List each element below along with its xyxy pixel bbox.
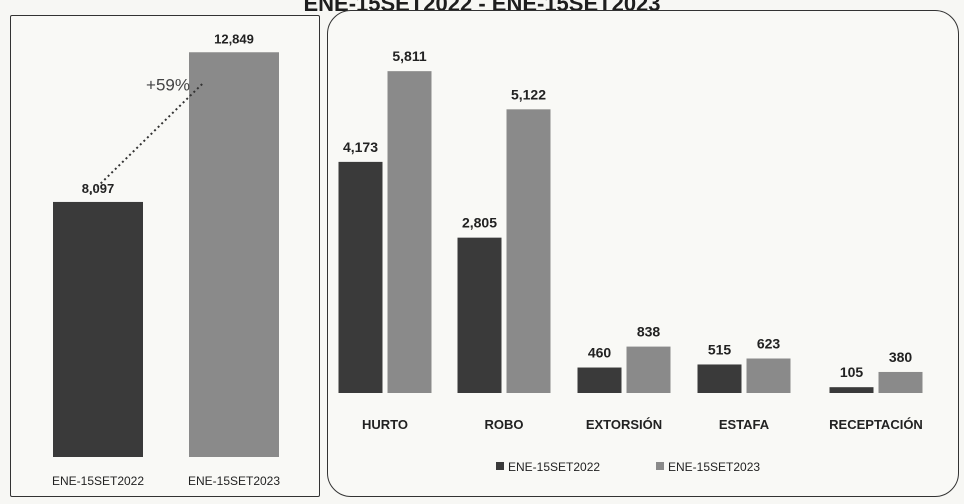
- crime-type-chart: 4,173 2,805 460 515 105 5,811 5,122 838 623 380 HU…: [338, 48, 923, 474]
- crime-value-label: 5,811: [392, 48, 426, 64]
- crime-value-label: 380: [889, 349, 913, 365]
- crime-bar: [577, 367, 622, 393]
- crime-value-label: 105: [840, 364, 864, 380]
- category-label: ESTAFA: [719, 417, 770, 432]
- growth-annotation: +59%: [146, 75, 190, 94]
- legend-label: ENE-15SET2023: [668, 460, 760, 474]
- category-label: ENE-15SET2022: [52, 474, 144, 488]
- category-label: EXTORSIÓN: [586, 417, 662, 432]
- crime-bar: [829, 387, 874, 393]
- crime-type-panel: 4,173 2,805 460 515 105 5,811 5,122 838 623 380 HU…: [327, 10, 959, 497]
- crime-value-label: 2,805: [462, 215, 497, 231]
- crime-bar: [506, 109, 551, 393]
- crime-bar: [457, 237, 502, 393]
- category-label: ROBO: [485, 417, 524, 432]
- legend-label: ENE-15SET2022: [508, 460, 600, 474]
- total-comparison-chart: 8,097 ENE-15SET2022 12,849 ENE-15SET2023 +59…: [52, 31, 280, 488]
- crime-value-label: 5,122: [511, 86, 546, 102]
- total-bar: [53, 201, 143, 457]
- legend-swatch: [656, 462, 664, 470]
- crime-bar: [697, 364, 742, 393]
- crime-value-label: 460: [588, 345, 612, 361]
- total-value-label: 12,849: [214, 31, 254, 46]
- total-value-label: 8,097: [82, 181, 115, 196]
- crime-value-label: 838: [637, 324, 661, 340]
- category-label: HURTO: [362, 417, 408, 432]
- legend-swatch: [496, 462, 504, 470]
- crime-bar: [626, 346, 671, 393]
- crime-value-label: 4,173: [343, 139, 378, 155]
- crime-bar: [387, 71, 432, 393]
- crime-value-label: 515: [708, 341, 732, 357]
- total-bar: [189, 52, 279, 457]
- crime-bar: [338, 161, 383, 393]
- crime-value-label: 623: [757, 335, 781, 351]
- growth-connector: [89, 81, 205, 195]
- category-label: RECEPTACIÓN: [829, 417, 923, 432]
- category-label: ENE-15SET2023: [188, 474, 280, 488]
- crime-bar: [746, 358, 791, 393]
- total-comparison-panel: 8,097 ENE-15SET2022 12,849 ENE-15SET2023 +59…: [10, 15, 320, 497]
- crime-bar: [878, 371, 923, 393]
